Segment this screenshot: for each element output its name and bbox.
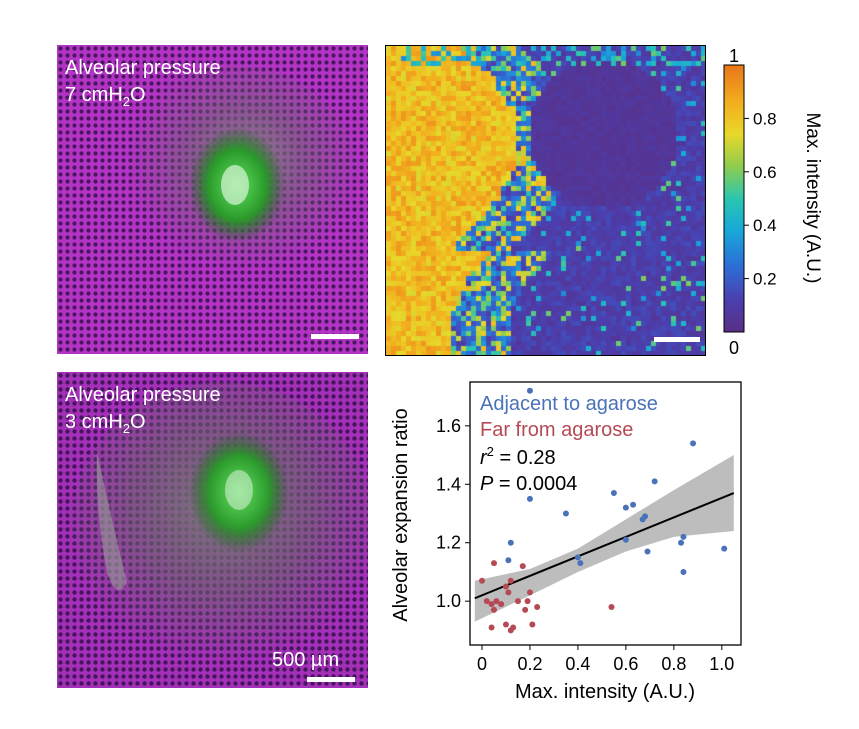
data-point-far [534,604,541,611]
data-point-far [488,624,495,631]
data-point-far [488,601,495,608]
data-point-far [505,589,512,596]
y-axis-label: Alveolar expansion ratio [390,408,412,621]
data-point-adjacent [610,490,617,497]
data-point-adjacent [680,568,687,575]
data-point-far [490,560,497,567]
confidence-band [474,455,734,622]
scale-bar-bottom-left [307,677,355,682]
data-point-far [490,606,497,613]
data-point-adjacent [630,501,637,508]
data-point-far [502,583,509,590]
y-tick-label: 1.2 [436,533,461,553]
data-point-adjacent [642,513,649,520]
data-point-adjacent [651,478,658,485]
p-value-label: P = 0.0004 [480,473,577,495]
colorbar-title: Max. intensity (A.U.) [802,112,823,283]
micrograph-top-left: Alveolar pressure 7 cmH2O [57,45,368,354]
micrograph-bottom-left-image [57,372,368,688]
intensity-heatmap [385,45,706,356]
r-squared-label: r2 = 0.28 [480,444,556,469]
data-point-adjacent [678,539,685,546]
data-point-far [529,621,536,628]
data-point-adjacent [721,545,728,552]
colorbar-top-label: 1 [729,46,739,66]
data-point-far [514,598,521,605]
regression-line [474,492,735,600]
data-point-far [502,621,509,628]
x-tick-label: 0.2 [517,654,542,674]
data-point-far [498,601,505,608]
data-point-adjacent [577,560,584,567]
colorbar-bottom-label: 0 [729,338,739,358]
legend-entry-adjacent: Adjacent to agarose [480,393,658,415]
data-point-far [526,589,533,596]
data-point-adjacent [507,539,514,546]
scale-bar-label: 500 µm [272,649,340,671]
colorbar-tick-label: 0.2 [753,270,777,289]
legend-entry-far: Far from agarose [480,419,633,441]
data-point-far [493,598,500,605]
micrograph-bottom-left: Alveolar pressure 3 cmH2O 500 µm [57,372,368,688]
pressure-label-7: Alveolar pressure 7 cmH2O [65,57,221,109]
data-point-adjacent [622,536,629,543]
x-tick-label: 0 [477,654,487,674]
data-point-far [519,563,526,570]
colorbar: 1 0 0.8 0.6 0.4 0.2 Max. intensity (A.U.) [723,46,823,358]
y-tick-label: 1.4 [436,474,461,494]
y-tick-label: 1.6 [436,416,461,436]
x-tick-label: 1.0 [709,654,734,674]
pressure-label-3: Alveolar pressure 3 cmH2O [65,384,221,436]
data-point-far [524,598,531,605]
data-point-far [483,598,490,605]
plot-frame [469,381,742,646]
colorbar-tick-label: 0.6 [753,163,777,182]
data-point-adjacent [526,387,533,394]
x-axis-label: Max. intensity (A.U.) [515,681,695,703]
data-point-adjacent [622,504,629,511]
data-point-far [507,577,514,584]
colorbar-gradient [723,64,745,333]
data-point-far [510,624,517,631]
data-point-adjacent [505,557,512,564]
scale-bar-top-left [311,334,359,339]
data-point-far [608,604,615,611]
data-point-adjacent [526,495,533,502]
data-point-adjacent [690,440,697,447]
y-tick-label: 1.0 [436,591,461,611]
colorbar-tick-label: 0.8 [753,109,777,128]
x-tick-label: 0.8 [661,654,686,674]
colorbar-tick-label: 0.4 [753,216,777,235]
micrograph-top-left-image [57,45,368,354]
x-tick-label: 0.4 [565,654,590,674]
x-tick-label: 0.6 [613,654,638,674]
scatter-chart: 0 0.2 0.4 0.6 0.8 1.0 1.0 1.2 1.4 1.6 Adjacent t… [390,381,742,703]
data-point-far [478,577,485,584]
scale-bar-heatmap [654,337,700,342]
data-point-adjacent [574,554,581,561]
data-point-far [522,606,529,613]
heatmap-image [386,46,705,355]
data-point-adjacent [680,533,687,540]
data-point-adjacent [644,548,651,555]
data-point-adjacent [562,510,569,517]
